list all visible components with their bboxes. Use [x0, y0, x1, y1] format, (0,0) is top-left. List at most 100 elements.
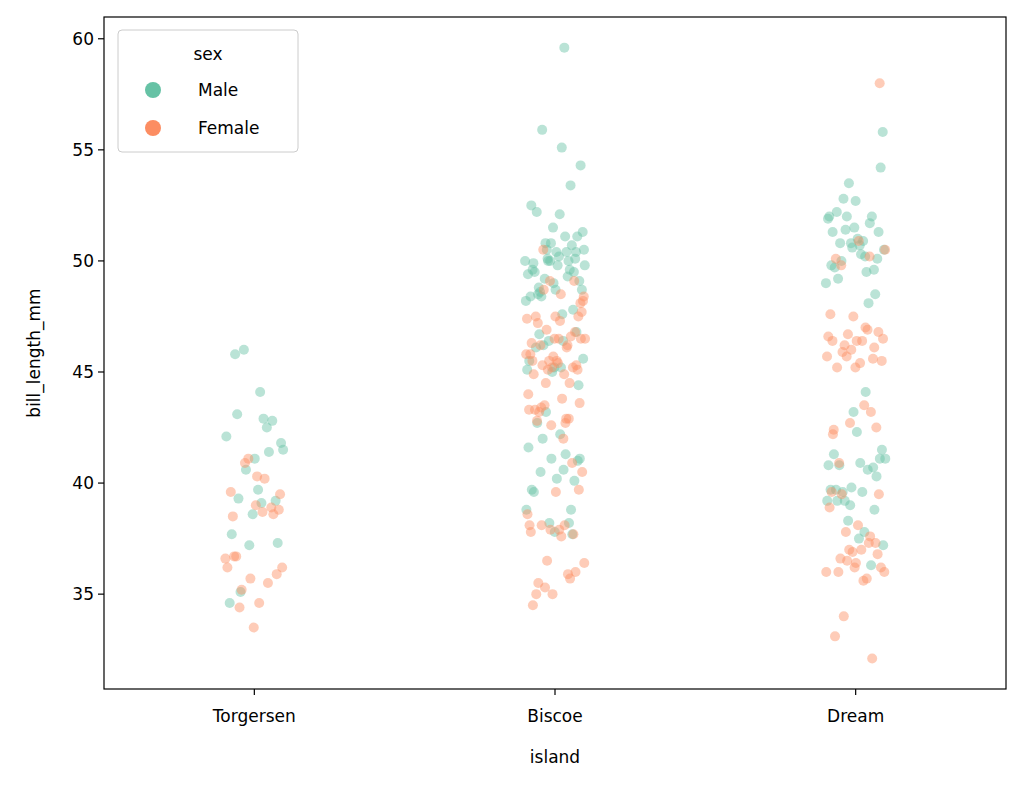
point [528, 600, 538, 610]
point [867, 211, 877, 221]
point [259, 414, 269, 424]
y-tick [98, 594, 104, 595]
point [864, 538, 874, 548]
point [823, 460, 833, 470]
point [864, 298, 874, 308]
point [565, 378, 575, 388]
point [832, 363, 842, 373]
point [555, 209, 565, 219]
point [874, 489, 884, 499]
point [833, 567, 843, 577]
point [833, 274, 843, 284]
point [559, 43, 569, 53]
point [245, 574, 255, 584]
point [829, 425, 839, 435]
point [557, 143, 567, 153]
point [542, 325, 552, 335]
point [569, 276, 579, 286]
point [566, 180, 576, 190]
point [273, 538, 283, 548]
point [568, 529, 578, 539]
point [545, 525, 555, 535]
point [835, 554, 845, 564]
point [222, 562, 232, 572]
point [537, 520, 547, 530]
point [868, 463, 878, 473]
point [845, 418, 855, 428]
point [574, 380, 584, 390]
point [853, 520, 863, 530]
point [542, 556, 552, 566]
point [574, 485, 584, 495]
point [522, 314, 532, 324]
point [856, 545, 866, 555]
point [561, 449, 571, 459]
point [521, 296, 531, 306]
point [248, 509, 258, 519]
point [546, 454, 556, 464]
point [878, 127, 888, 137]
y-tick [98, 371, 104, 372]
point [267, 416, 277, 426]
point [260, 474, 270, 484]
point [825, 309, 835, 319]
point [536, 467, 546, 477]
point [528, 258, 538, 268]
point [845, 500, 855, 510]
point [841, 527, 851, 537]
point [237, 585, 247, 595]
point [249, 622, 259, 632]
point [558, 434, 568, 444]
point [866, 560, 876, 570]
point [838, 194, 848, 204]
point [550, 311, 560, 321]
point [865, 251, 875, 261]
x-tick-label: Biscoe [527, 706, 582, 726]
point [858, 576, 868, 586]
point [533, 318, 543, 328]
point [255, 387, 265, 397]
point [239, 345, 249, 355]
point [527, 356, 537, 366]
point [548, 589, 558, 599]
point [880, 454, 890, 464]
y-tick [98, 149, 104, 150]
point [554, 334, 564, 344]
point [546, 420, 556, 430]
point [571, 247, 581, 257]
point [849, 407, 859, 417]
point [844, 545, 854, 555]
point [870, 289, 880, 299]
point [575, 398, 585, 408]
legend-box [118, 30, 298, 152]
point [876, 562, 886, 572]
point [553, 260, 563, 270]
legend-marker [145, 120, 161, 136]
point [871, 423, 881, 433]
point [850, 363, 860, 373]
point [830, 631, 840, 641]
point [877, 445, 887, 455]
point [523, 269, 533, 279]
point [253, 485, 263, 495]
point [523, 389, 533, 399]
point [556, 531, 566, 541]
point [228, 511, 238, 521]
y-tick [98, 260, 104, 261]
point [872, 471, 882, 481]
legend: sexMaleFemale [118, 30, 298, 152]
point [532, 416, 542, 426]
point [850, 562, 860, 572]
point [825, 503, 835, 513]
y-tick-label: 60 [72, 29, 94, 49]
point [537, 125, 547, 135]
point [275, 489, 285, 499]
point [835, 238, 845, 248]
x-tick [554, 689, 555, 695]
point [263, 578, 273, 588]
legend-marker [145, 82, 161, 98]
point [560, 231, 570, 241]
point [578, 227, 588, 237]
point [869, 505, 879, 515]
point [220, 554, 230, 564]
